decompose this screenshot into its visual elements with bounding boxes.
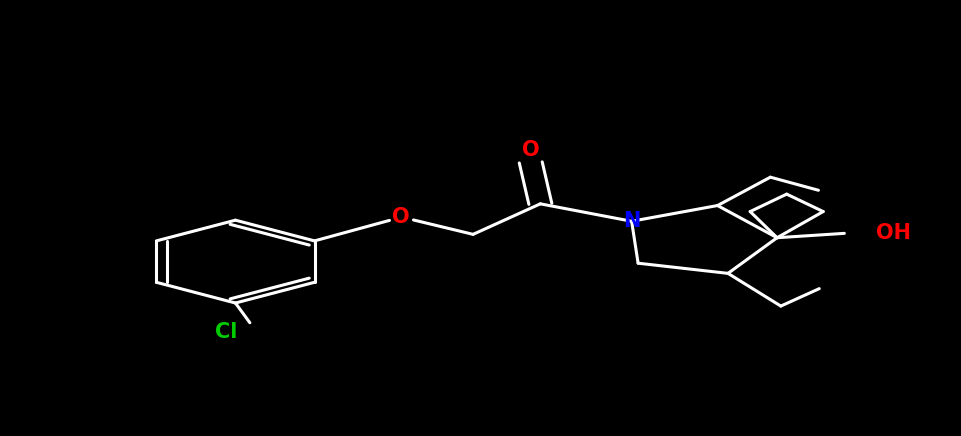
- Text: O: O: [392, 207, 409, 227]
- Text: N: N: [623, 211, 640, 231]
- Text: O: O: [522, 140, 539, 160]
- Text: OH: OH: [876, 223, 911, 243]
- Text: Cl: Cl: [214, 322, 237, 342]
